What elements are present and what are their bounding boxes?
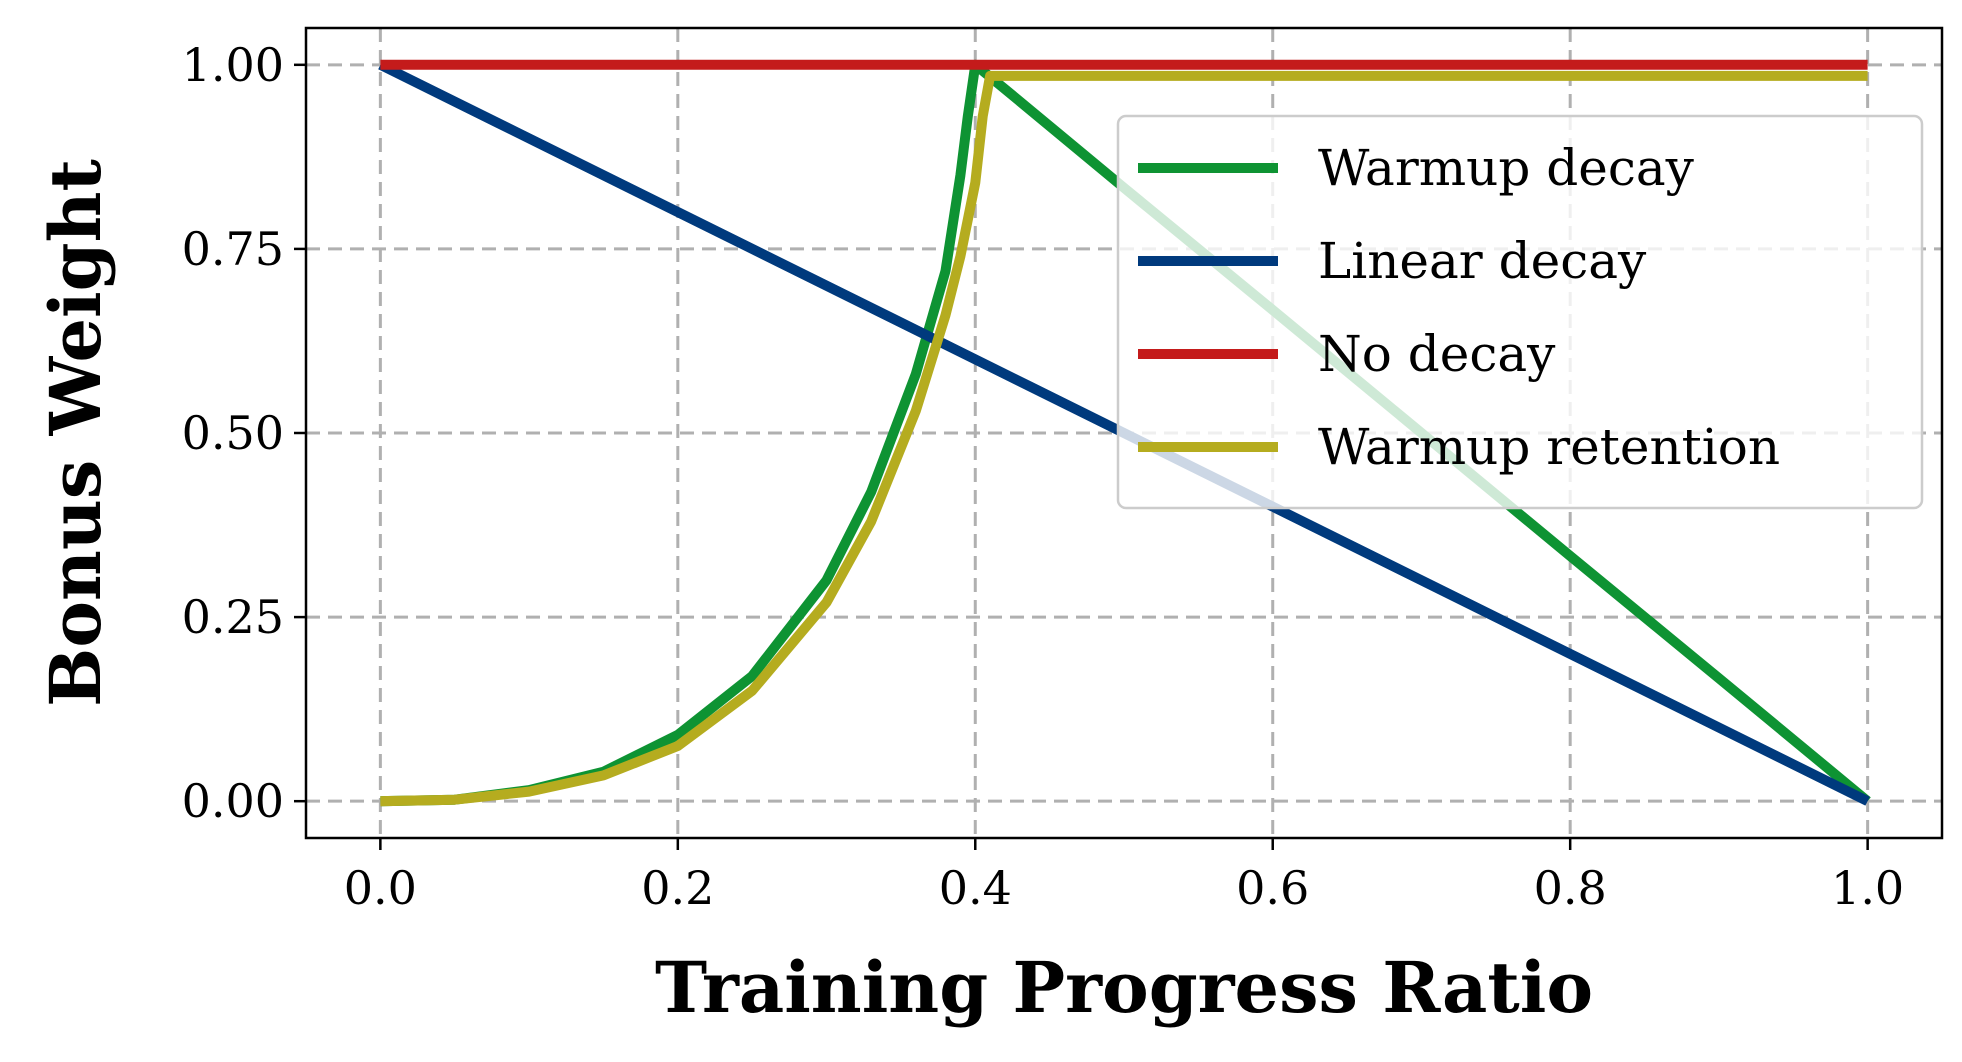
ticks: 0.0 0.2 0.4 0.6 0.8 1.0 0.00 0.25 0.50 0.75 1.00 xyxy=(182,38,1905,915)
x-tick-label: 0.2 xyxy=(641,861,714,915)
legend: Warmup decay Linear decay No decay Warmup r… xyxy=(1116,114,1924,510)
legend-box xyxy=(1116,114,1924,510)
x-tick-label: 0.8 xyxy=(1534,861,1607,915)
y-tick-label: 0.75 xyxy=(182,222,284,276)
y-tick-label: 0.25 xyxy=(182,590,284,644)
y-tick-label: 1.00 xyxy=(182,38,284,92)
x-tick-label: 0.4 xyxy=(939,861,1012,915)
x-tick-label: 0.0 xyxy=(344,861,417,915)
legend-label-warmup-decay: Warmup decay xyxy=(1318,139,1695,197)
x-tick-label: 0.6 xyxy=(1236,861,1309,915)
x-tick-label: 1.0 xyxy=(1831,861,1904,915)
legend-label-linear-decay: Linear decay xyxy=(1318,232,1647,290)
series-line-warmup-retention xyxy=(380,70,1868,807)
legend-label-warmup-retention: Warmup retention xyxy=(1318,418,1780,476)
y-tick-label: 0.00 xyxy=(182,774,284,828)
x-axis-title: Training Progress Ratio xyxy=(655,946,1593,1029)
y-tick-label: 0.50 xyxy=(182,406,284,460)
legend-label-no-decay: No decay xyxy=(1318,325,1556,383)
y-axis-title: Bonus Weight xyxy=(34,159,117,707)
